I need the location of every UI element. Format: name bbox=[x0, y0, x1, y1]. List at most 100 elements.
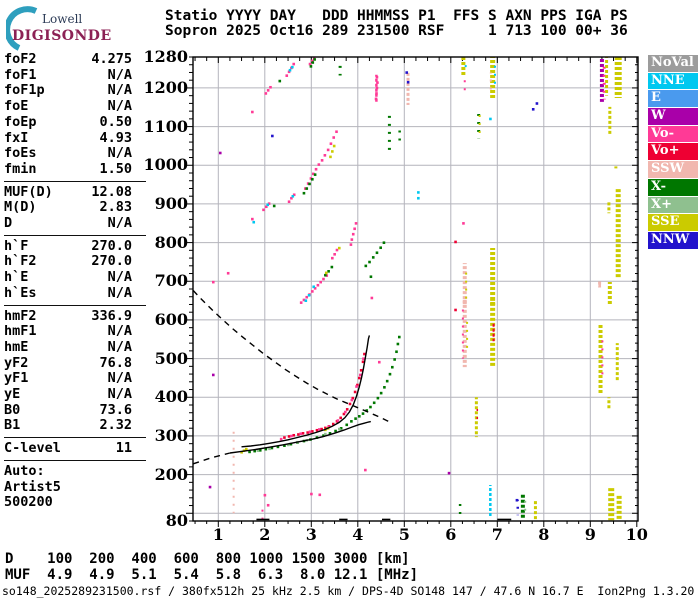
echo-point bbox=[269, 85, 272, 89]
echo-point bbox=[305, 187, 309, 190]
param-label: B1 bbox=[4, 417, 21, 434]
echo-point bbox=[336, 419, 340, 422]
param-label: foEp bbox=[4, 113, 37, 130]
panel-divider bbox=[4, 180, 146, 182]
echo-point bbox=[332, 144, 336, 148]
logo-lowell-text: Lowell bbox=[42, 12, 83, 26]
echo-point bbox=[318, 428, 321, 431]
echo-point bbox=[349, 243, 353, 246]
echo-speck bbox=[598, 283, 601, 287]
echo-speck bbox=[263, 493, 267, 497]
echo-point bbox=[304, 299, 308, 303]
echo-point bbox=[313, 58, 316, 61]
panel-divider bbox=[4, 437, 146, 439]
echo-point bbox=[368, 260, 371, 264]
echo-point bbox=[313, 173, 317, 176]
echo-point bbox=[375, 251, 379, 255]
echo-point bbox=[311, 61, 315, 64]
echo-point bbox=[311, 59, 314, 63]
echo-point bbox=[376, 396, 380, 400]
echo-point bbox=[312, 285, 316, 289]
x-tick-label: 10 bbox=[625, 525, 648, 544]
echo-point bbox=[338, 427, 341, 431]
echo-point bbox=[289, 442, 293, 446]
echo-point bbox=[362, 357, 365, 361]
profile-extrapolated-curve bbox=[192, 452, 231, 465]
param-value: N/A bbox=[107, 66, 132, 83]
echo-point bbox=[248, 450, 251, 454]
echo-speck bbox=[252, 220, 256, 224]
param-row-foEs: foEs N/A bbox=[4, 146, 132, 162]
param-label: foEs bbox=[4, 145, 37, 162]
echo-point bbox=[292, 62, 296, 66]
echo-speck bbox=[218, 151, 222, 155]
echo-point bbox=[334, 429, 337, 433]
param-label: h`F2 bbox=[4, 253, 37, 270]
echo-point bbox=[264, 447, 268, 451]
echo-point bbox=[322, 434, 325, 437]
plot-border bbox=[192, 56, 639, 522]
echo-point bbox=[365, 409, 369, 412]
param-value: N/A bbox=[107, 98, 132, 115]
echo-point bbox=[311, 172, 315, 176]
x-tick-label: 2 bbox=[259, 525, 271, 544]
echo-point bbox=[361, 412, 365, 415]
echo-point bbox=[314, 167, 318, 171]
echo-speck bbox=[462, 222, 465, 225]
echo-point bbox=[324, 432, 327, 436]
echo-point bbox=[353, 227, 356, 231]
echo-point bbox=[329, 142, 333, 146]
echo-speck bbox=[454, 308, 457, 312]
echo-speck bbox=[251, 110, 254, 114]
legend-item-X-: X- bbox=[648, 178, 698, 196]
param-value: 4.275 bbox=[91, 51, 132, 67]
y-tick-label: 1200 bbox=[143, 77, 188, 97]
echo-speck bbox=[226, 271, 230, 275]
echo-point bbox=[240, 450, 243, 454]
echo-speck bbox=[310, 492, 313, 496]
echo-point bbox=[332, 136, 336, 139]
y-tick-label: 500 bbox=[154, 348, 188, 368]
echo-speck bbox=[535, 102, 539, 105]
param-value: N/A bbox=[107, 145, 132, 162]
echo-point bbox=[270, 446, 274, 450]
param-row-foE: foE N/A bbox=[4, 98, 132, 115]
echo-point bbox=[297, 433, 300, 436]
echo-direction-legend: NoVal NNE E W Vo- Vo+ SSW X- X+ SSE NNW bbox=[648, 55, 698, 250]
echo-point bbox=[351, 232, 355, 236]
x-tick-label: 4 bbox=[352, 525, 364, 544]
param-value: N/A bbox=[107, 82, 132, 99]
echo-point bbox=[311, 290, 314, 293]
echo-point bbox=[375, 92, 378, 95]
y-tick-label: 1100 bbox=[143, 116, 188, 136]
param-value: N/A bbox=[107, 269, 132, 286]
param-value: N/A bbox=[107, 323, 132, 340]
echo-speck bbox=[406, 80, 410, 84]
echo-point bbox=[345, 408, 349, 411]
echo-point bbox=[372, 401, 376, 405]
param-value: N/A bbox=[107, 386, 132, 403]
echo-point bbox=[376, 81, 379, 84]
echo-point bbox=[375, 86, 379, 90]
y-tick-label: 1280 bbox=[143, 47, 188, 66]
echo-point bbox=[266, 89, 270, 92]
echo-point bbox=[354, 222, 358, 225]
echo-point bbox=[396, 342, 400, 346]
param-row-hmF2: hmF2 336.9 bbox=[4, 308, 132, 325]
echo-point bbox=[375, 75, 379, 79]
echo-point bbox=[264, 205, 268, 209]
echo-point bbox=[256, 449, 260, 453]
echo-point bbox=[374, 97, 378, 101]
trace-fit-curve bbox=[241, 335, 371, 448]
lowell-digisonde-logo: Lowell DIGISONDE bbox=[4, 4, 154, 51]
param-label: foF1p bbox=[4, 82, 45, 99]
y-tick-label: 1000 bbox=[143, 155, 188, 175]
x-tick-label: 1 bbox=[212, 525, 224, 544]
echo-point bbox=[325, 274, 329, 277]
x-tick-label: 8 bbox=[538, 525, 550, 544]
echo-point bbox=[351, 396, 355, 400]
param-label: M(D) bbox=[4, 199, 37, 216]
echo-point bbox=[304, 187, 307, 190]
param-value: 76.8 bbox=[99, 354, 132, 371]
echo-point bbox=[306, 182, 310, 185]
